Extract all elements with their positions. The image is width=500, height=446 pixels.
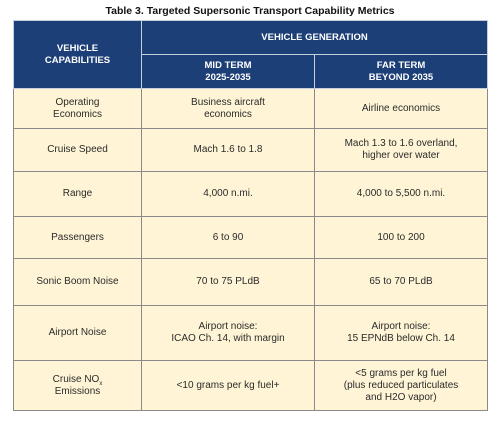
mid-term-cell: 70 to 75 PLdB [141,258,315,306]
table-caption: Table 3. Targeted Supersonic Transport C… [105,5,395,17]
header-vehicle-capabilities-line-1: VEHICLE [56,42,99,54]
capability-label-line: Range [62,188,93,199]
far-term-value-line: Airline economics [361,102,441,114]
header-mid-term: MID TERM 2025-2035 [141,54,315,89]
header-mid-term-line-1: MID TERM [204,59,252,71]
far-term-cell: Airport noise: 15 EPNdB below Ch. 14 [313,305,489,361]
capability-label-line: Emissions [54,385,101,397]
capability-cell: Airport Noise [13,305,142,361]
header-far-term: FAR TERM BEYOND 2035 [313,54,489,89]
header-vehicle-capabilities-line-2: CAPABILITIES [44,54,111,66]
capability-cell: Cruise Speed [13,128,142,172]
far-term-value-line: and H2O vapor) [365,391,437,403]
table-row-airport-noise: Airport Noise Airport noise: ICAO Ch. 14… [13,305,489,361]
far-term-cell: 4,000 to 5,500 n.mi. [313,171,489,217]
capability-label-line: Operating [55,96,100,108]
far-term-value-line: 4,000 to 5,500 n.mi. [356,188,446,199]
mid-term-value-line: 70 to 75 PLdB [196,276,260,287]
far-term-value-line: Mach 1.3 to 1.6 overland, [344,138,458,149]
mid-term-value-line: Airport noise: [198,321,258,332]
far-term-value-line: (plus reduced particulates [343,379,459,391]
far-term-value-line: 100 to 200 [377,231,425,243]
table-row-passengers: Passengers 6 to 90 100 to 200 [13,216,489,259]
header-far-term-line-2: BEYOND 2035 [368,71,434,83]
capability-metrics-table: VEHICLE CAPABILITIES VEHICLE GENERATION … [13,20,489,411]
capability-label-line: Economics [53,108,102,120]
far-term-value-line: <5 grams per kg fuel [355,367,447,379]
mid-term-cell: Airport noise: ICAO Ch. 14, with margin [141,305,315,361]
mid-term-value-line: economics [204,108,252,120]
far-term-cell: 65 to 70 PLdB [313,258,489,306]
header-mid-term-line-2: 2025-2035 [205,71,251,83]
capability-label-line: Airport Noise [48,327,107,338]
table-row-range: Range 4,000 n.mi. 4,000 to 5,500 n.mi. [13,171,489,217]
header-vehicle-capabilities: VEHICLE CAPABILITIES [13,20,142,89]
capability-label-line: Cruise Speed [47,144,108,155]
table-row-operating-economics: Operating Economics Business aircraft ec… [13,88,489,129]
far-term-value-line: higher over water [362,150,440,161]
mid-term-cell: Business aircraft economics [141,88,315,129]
far-term-cell: Airline economics [313,88,489,129]
capability-label-line: Passengers [51,231,104,243]
mid-term-value-line: 6 to 90 [212,231,244,243]
mid-term-cell: Mach 1.6 to 1.8 [141,128,315,172]
far-term-cell: 100 to 200 [313,216,489,259]
far-term-value-line: Airport noise: [371,321,431,332]
mid-term-cell: <10 grams per kg fuel+ [141,360,315,411]
far-term-value-line: 65 to 70 PLdB [369,276,433,287]
nox-subscript: x [99,380,103,387]
mid-term-value-line: 4,000 n.mi. [203,188,253,199]
capability-label-line: Sonic Boom Noise [36,276,119,287]
capability-cell: Passengers [13,216,142,259]
table-row-sonic-boom-noise: Sonic Boom Noise 70 to 75 PLdB 65 to 70 … [13,258,489,306]
far-term-value-line: 15 EPNdB below Ch. 14 [347,333,455,344]
mid-term-cell: 4,000 n.mi. [141,171,315,217]
mid-term-cell: 6 to 90 [141,216,315,259]
table-row-cruise-nox-emissions: Cruise NOx Emissions <10 grams per kg fu… [13,360,489,411]
mid-term-value-line: <10 grams per kg fuel+ [176,379,280,391]
far-term-cell: Mach 1.3 to 1.6 overland, higher over wa… [313,128,489,172]
mid-term-value-line: ICAO Ch. 14, with margin [171,333,285,344]
capability-table-container: VEHICLE CAPABILITIES VEHICLE GENERATION … [13,20,489,411]
capability-cell: Sonic Boom Noise [13,258,142,306]
capability-cell: Operating Economics [13,88,142,129]
capability-cell: Cruise NOx Emissions [13,360,142,411]
capability-label-line: Cruise NO [52,373,100,385]
far-term-cell: <5 grams per kg fuel (plus reduced parti… [313,360,489,411]
mid-term-value-line: Mach 1.6 to 1.8 [193,144,263,155]
header-vehicle-generation: VEHICLE GENERATION [140,20,489,55]
table-row-cruise-speed: Cruise Speed Mach 1.6 to 1.8 Mach 1.3 to… [13,128,489,172]
mid-term-value-line: Business aircraft [191,96,265,108]
capability-cell: Range [13,171,142,217]
header-far-term-line-1: FAR TERM [376,59,426,71]
